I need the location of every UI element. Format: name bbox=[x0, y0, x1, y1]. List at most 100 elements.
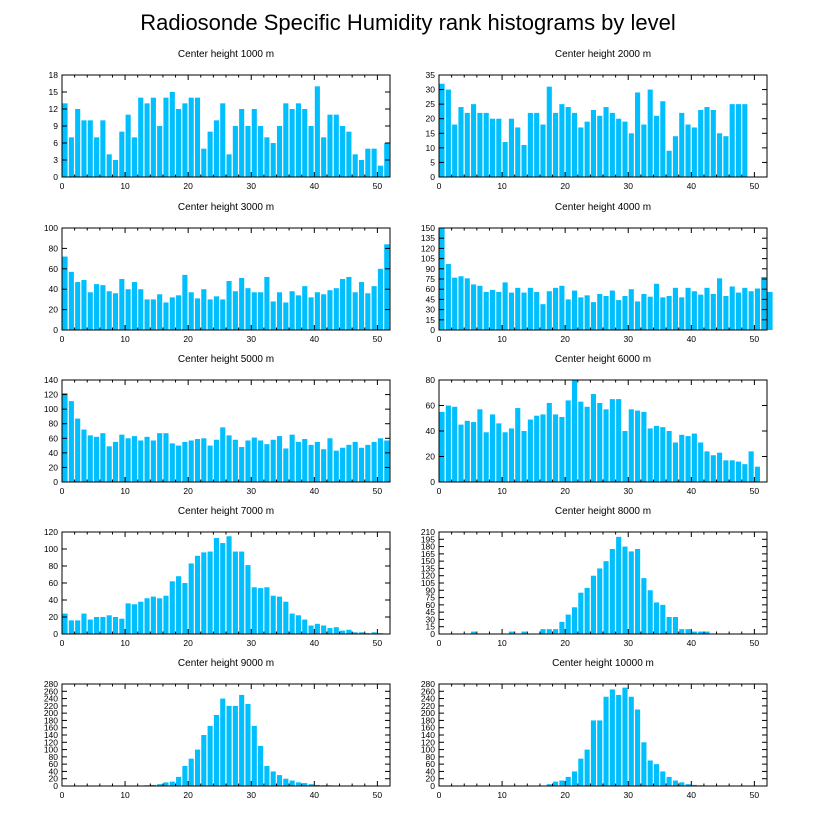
y-tick-label: 150 bbox=[421, 556, 435, 566]
histogram-bar bbox=[502, 282, 508, 330]
histogram-bar bbox=[502, 432, 508, 482]
y-tick-label: 240 bbox=[44, 694, 58, 704]
x-tick-label: 30 bbox=[246, 334, 256, 344]
histogram-bar bbox=[207, 299, 213, 330]
histogram-bar bbox=[150, 299, 156, 330]
histogram-bar bbox=[169, 443, 175, 482]
histogram-bar bbox=[239, 277, 245, 330]
histogram-bar bbox=[616, 300, 622, 330]
histogram-bar bbox=[464, 278, 470, 330]
histogram-bar bbox=[239, 551, 245, 634]
x-tick-label: 0 bbox=[437, 181, 442, 191]
x-tick-label: 0 bbox=[60, 486, 65, 496]
histogram-bar bbox=[666, 776, 672, 786]
y-tick-label: 160 bbox=[421, 723, 435, 733]
histogram-bar bbox=[603, 107, 609, 177]
histogram-bar bbox=[635, 301, 641, 330]
x-tick-label: 50 bbox=[373, 638, 383, 648]
y-tick-label: 120 bbox=[421, 571, 435, 581]
histogram-bar bbox=[251, 587, 257, 634]
x-tick-label: 50 bbox=[373, 486, 383, 496]
histogram-bar bbox=[308, 126, 314, 177]
histogram-bar bbox=[735, 461, 742, 482]
histogram-bar bbox=[81, 613, 87, 634]
x-tick-label: 20 bbox=[560, 181, 570, 191]
x-tick-label: 0 bbox=[60, 334, 65, 344]
histogram-bar bbox=[578, 592, 584, 634]
y-tick-label: 105 bbox=[421, 254, 435, 264]
y-tick-label: 20 bbox=[49, 305, 59, 315]
y-tick-label: 0 bbox=[53, 477, 58, 487]
x-tick-label: 50 bbox=[750, 181, 760, 191]
y-tick-label: 180 bbox=[44, 715, 58, 725]
histogram-bar bbox=[365, 293, 371, 330]
panel-title: Center height 4000 m bbox=[555, 202, 651, 213]
x-tick-label: 10 bbox=[497, 334, 507, 344]
y-tick-label: 240 bbox=[421, 694, 435, 704]
histogram-bar bbox=[729, 460, 735, 482]
histogram-bar bbox=[540, 304, 546, 330]
histogram-bar bbox=[377, 165, 383, 177]
histogram-bar bbox=[207, 131, 213, 177]
histogram-bar bbox=[125, 438, 131, 482]
histogram-bar bbox=[578, 127, 584, 177]
y-tick-label: 3 bbox=[53, 155, 58, 165]
histogram-bar bbox=[150, 784, 156, 786]
histogram-bar bbox=[125, 114, 131, 177]
histogram-bar bbox=[685, 436, 691, 482]
histogram-panel: Center height 10000 m0 10 20 30 40 5002040608… bbox=[421, 658, 768, 800]
histogram-bar bbox=[371, 441, 377, 482]
histogram-bar bbox=[660, 771, 666, 786]
histogram-bar bbox=[213, 439, 219, 482]
y-tick-label: 80 bbox=[49, 419, 59, 429]
histogram-bar bbox=[489, 289, 496, 330]
histogram-bar bbox=[597, 720, 603, 786]
histogram-bar bbox=[559, 104, 565, 177]
histogram-bar bbox=[609, 399, 615, 482]
x-tick-label: 20 bbox=[560, 486, 570, 496]
x-tick-label: 40 bbox=[310, 486, 320, 496]
y-tick-label: 18 bbox=[49, 70, 59, 80]
histogram-bar bbox=[232, 705, 238, 786]
histogram-bar bbox=[371, 286, 377, 330]
x-tick-label: 10 bbox=[120, 790, 130, 800]
histogram-bar bbox=[742, 464, 748, 482]
histogram-bar bbox=[377, 268, 383, 330]
x-tick-label: 40 bbox=[687, 334, 697, 344]
histogram-bar bbox=[283, 601, 289, 634]
histogram-bar bbox=[458, 276, 464, 330]
histogram-bar bbox=[314, 623, 320, 634]
histogram-bar bbox=[616, 399, 622, 482]
histogram-bar bbox=[515, 408, 521, 482]
x-tick-label: 20 bbox=[560, 638, 570, 648]
histogram-bar bbox=[264, 765, 270, 786]
y-tick-label: 210 bbox=[421, 527, 435, 537]
histogram-bar bbox=[553, 287, 559, 330]
histogram-bar bbox=[521, 292, 527, 330]
histogram-bar bbox=[597, 402, 603, 482]
histogram-bar bbox=[471, 284, 477, 330]
y-tick-label: 40 bbox=[426, 766, 436, 776]
histogram-bar bbox=[75, 282, 81, 330]
figure-title: Radiosonde Specific Humidity rank histog… bbox=[140, 10, 676, 35]
y-tick-label: 45 bbox=[426, 294, 436, 304]
y-tick-label: 0 bbox=[430, 325, 435, 335]
histogram-bar bbox=[346, 444, 352, 482]
y-tick-label: 20 bbox=[49, 612, 59, 622]
histogram-bar bbox=[169, 297, 175, 330]
y-tick-label: 140 bbox=[44, 730, 58, 740]
histogram-bar bbox=[100, 433, 106, 482]
histogram-bar bbox=[226, 705, 232, 786]
panel-title: Center height 9000 m bbox=[178, 658, 274, 669]
histogram-bar bbox=[232, 126, 238, 177]
histogram-bar bbox=[144, 103, 150, 177]
y-tick-label: 80 bbox=[426, 752, 436, 762]
histogram-bar bbox=[157, 294, 163, 330]
histogram-bar bbox=[302, 783, 308, 786]
histogram-bar bbox=[571, 380, 578, 482]
histogram-bar bbox=[660, 427, 666, 482]
histogram-bar bbox=[471, 104, 477, 177]
histogram-panel: Center height 6000 m 0 10 20 30 40 50 0 20 40 60 80 bbox=[426, 354, 768, 496]
y-tick-label: 280 bbox=[44, 679, 58, 689]
